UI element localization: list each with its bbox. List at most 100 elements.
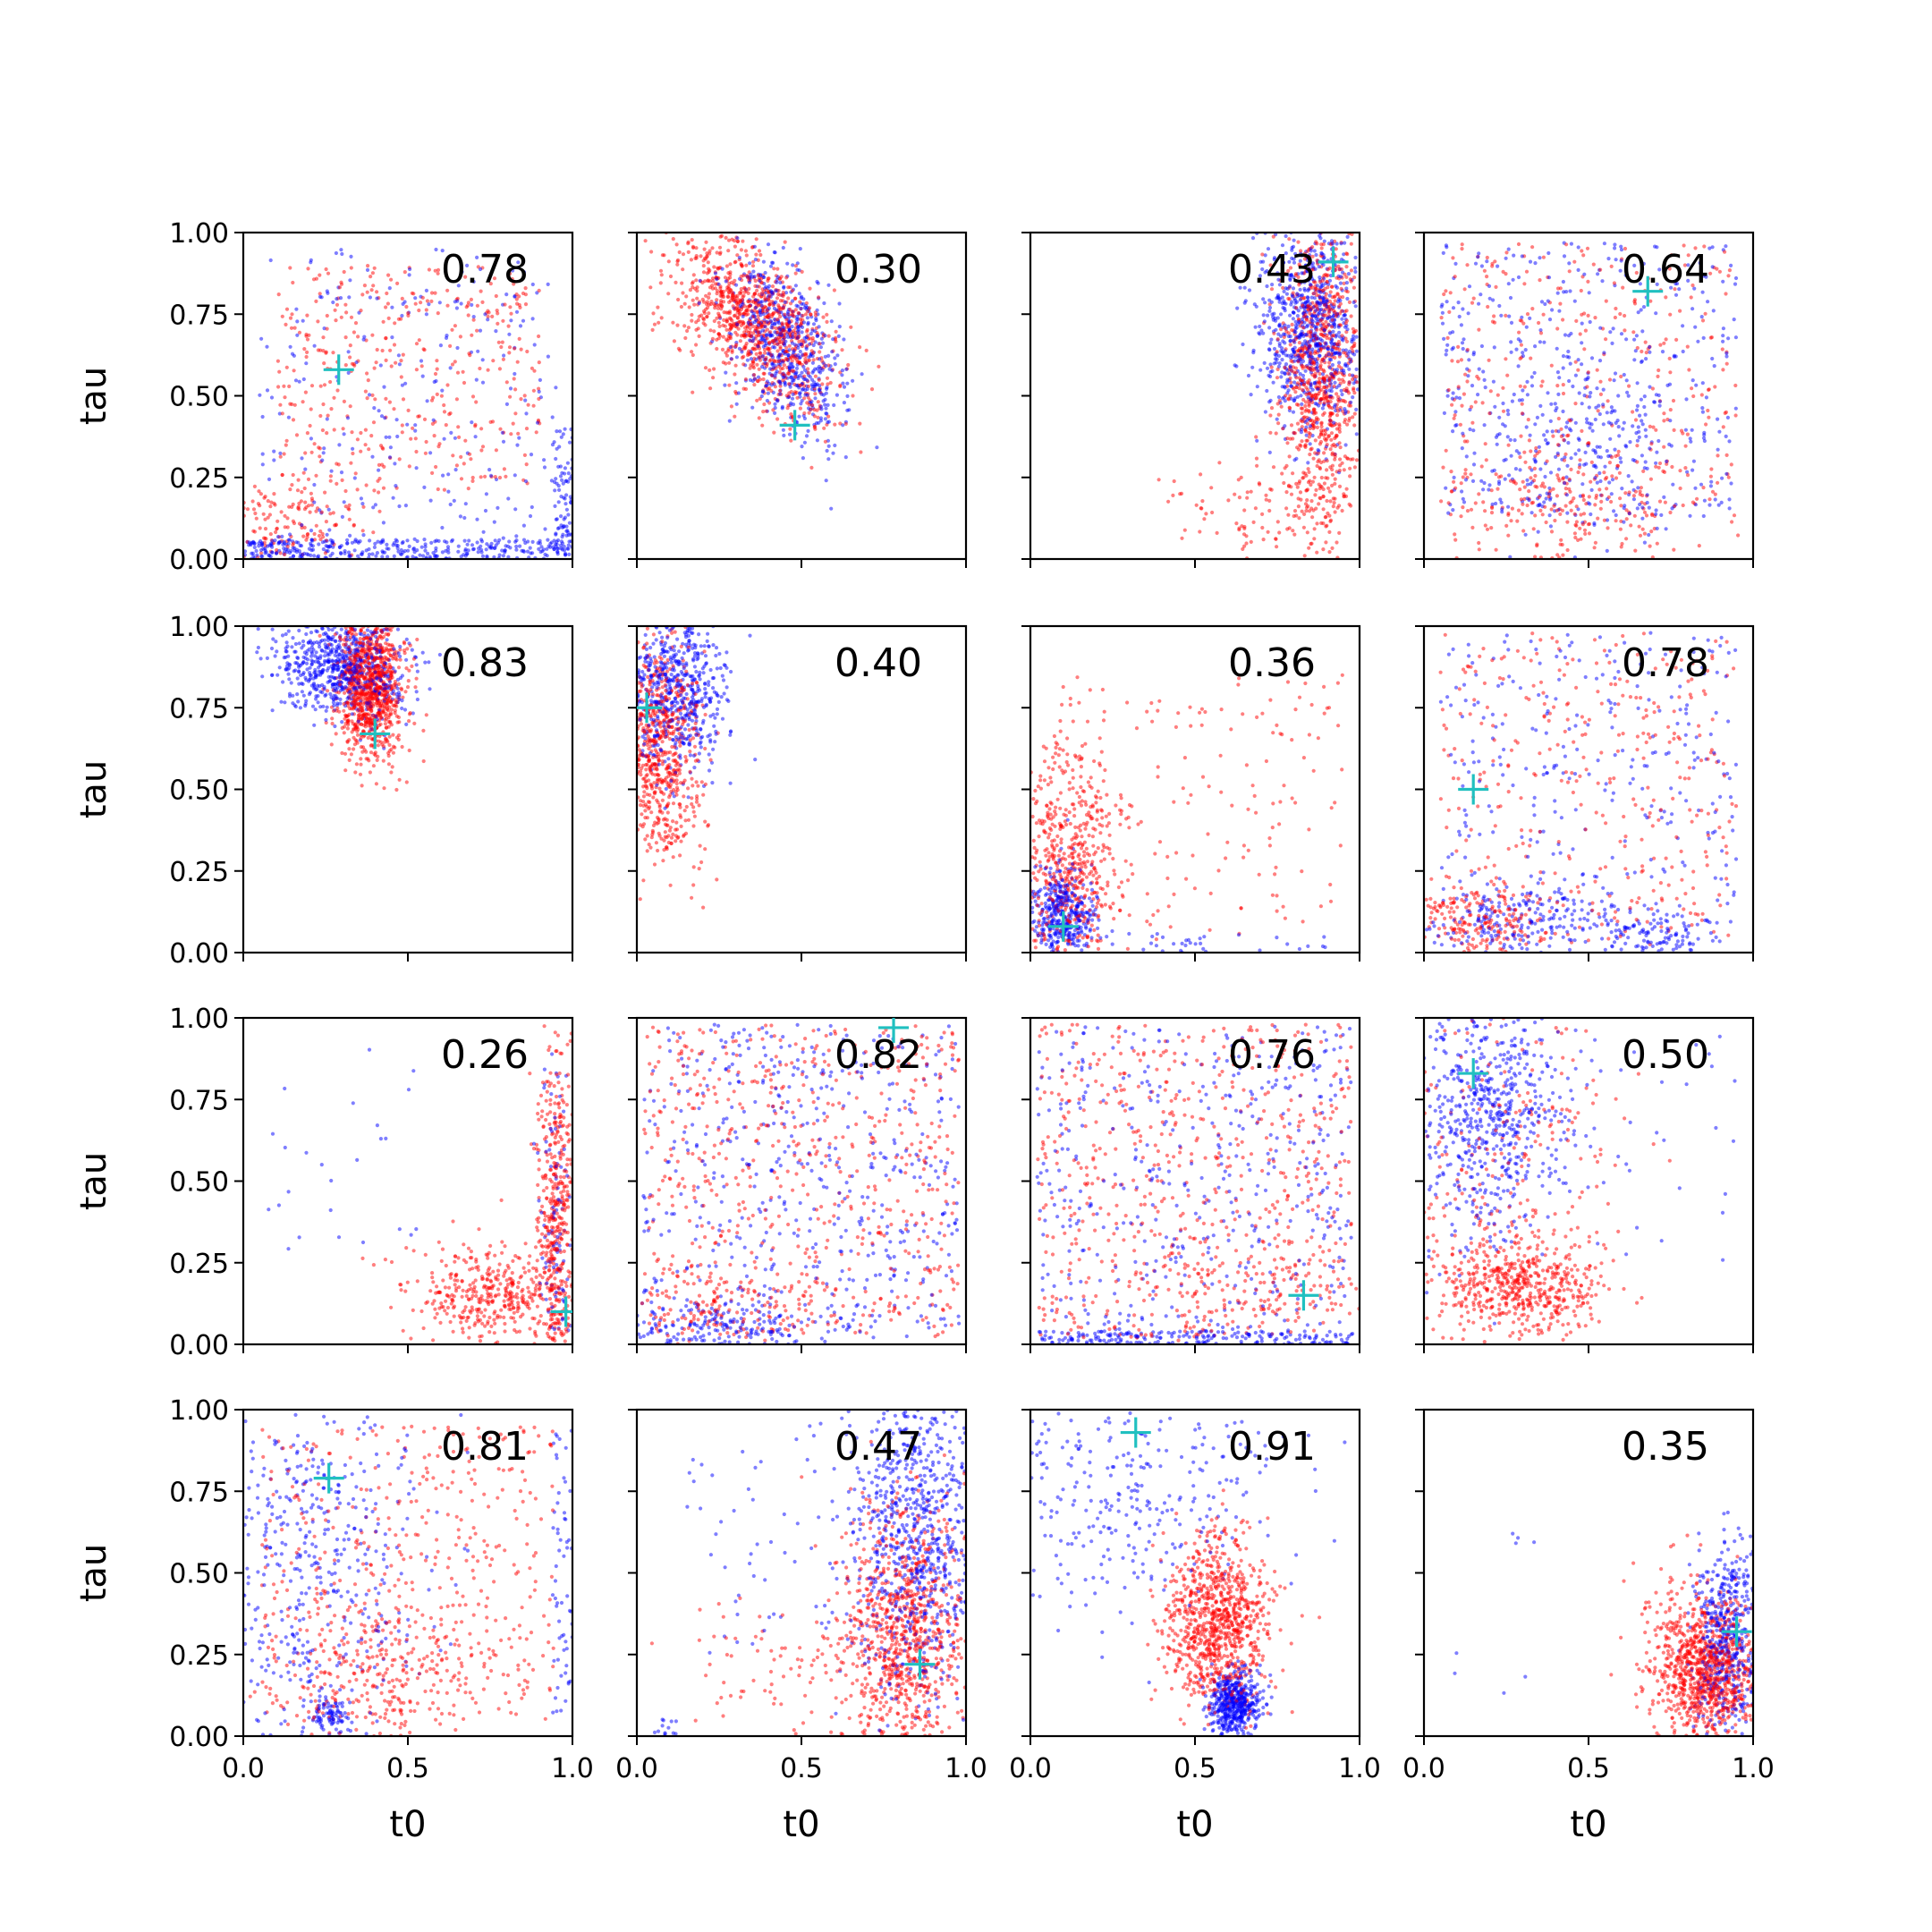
red-point	[531, 388, 537, 393]
red-point	[434, 464, 438, 470]
red-point	[783, 312, 787, 317]
red-point	[1635, 345, 1640, 351]
red-point	[742, 304, 747, 309]
blue-point	[1254, 304, 1258, 309]
blue-point	[301, 377, 306, 382]
blue-point	[1253, 325, 1258, 329]
red-point	[291, 519, 295, 523]
blue-point	[1641, 261, 1646, 266]
red-point	[473, 422, 478, 427]
blue-point	[736, 391, 741, 395]
red-point	[263, 517, 267, 521]
blue-point	[748, 261, 752, 266]
blue-point	[299, 544, 304, 548]
blue-point	[403, 381, 408, 386]
red-point	[711, 279, 716, 284]
blue-point	[1555, 451, 1560, 455]
red-point	[793, 271, 798, 275]
red-point	[1349, 314, 1353, 318]
blue-point	[1566, 349, 1571, 354]
red-point	[1721, 425, 1725, 429]
red-point	[400, 430, 404, 435]
blue-point	[563, 466, 568, 470]
red-point	[1330, 546, 1335, 551]
blue-point	[1306, 395, 1310, 400]
red-point	[1494, 472, 1498, 477]
blue-point	[328, 554, 333, 558]
blue-point	[513, 371, 517, 377]
red-point	[532, 369, 537, 373]
red-point	[704, 293, 708, 298]
blue-point	[735, 322, 740, 326]
blue-point	[1638, 413, 1642, 418]
blue-point	[811, 343, 816, 348]
red-point	[691, 244, 696, 249]
blue-point	[309, 538, 314, 542]
blue-point	[814, 317, 818, 321]
blue-point	[294, 540, 299, 545]
blue-point	[766, 352, 770, 356]
red-point	[245, 507, 250, 512]
blue-point	[824, 479, 828, 483]
red-point	[1308, 335, 1312, 339]
blue-point	[338, 296, 343, 301]
blue-point	[508, 386, 513, 391]
blue-point	[1568, 361, 1572, 366]
blue-point	[568, 495, 572, 499]
red-point	[724, 235, 728, 240]
red-point	[307, 504, 311, 508]
red-point	[1347, 357, 1352, 361]
red-point	[694, 343, 699, 347]
red-point	[806, 370, 811, 375]
red-point	[749, 322, 753, 326]
red-point	[1708, 474, 1713, 479]
red-point	[741, 311, 747, 316]
blue-point	[1258, 368, 1263, 372]
red-point	[1479, 464, 1484, 469]
blue-point	[817, 369, 821, 374]
red-point	[1331, 345, 1335, 350]
blue-point	[295, 333, 300, 337]
red-point	[1510, 506, 1514, 511]
blue-point	[813, 396, 818, 401]
blue-point	[277, 411, 282, 416]
red-point	[1294, 481, 1299, 487]
red-point	[1210, 510, 1215, 515]
red-point	[445, 303, 450, 308]
red-point	[1671, 398, 1676, 403]
red-point	[301, 400, 305, 404]
blue-point	[302, 551, 307, 556]
red-point	[1302, 554, 1307, 558]
red-point	[1623, 313, 1627, 318]
red-point	[348, 404, 352, 409]
red-point	[1333, 457, 1337, 462]
blue-point	[326, 544, 330, 549]
red-point	[1200, 499, 1205, 504]
red-point	[753, 301, 758, 306]
red-point	[1255, 463, 1259, 468]
red-point	[1284, 506, 1289, 511]
red-point	[422, 417, 428, 421]
red-point	[818, 342, 822, 346]
red-point	[729, 404, 734, 409]
red-point	[516, 431, 521, 436]
blue-point	[415, 538, 419, 544]
red-point	[701, 264, 706, 268]
red-point	[1237, 496, 1241, 500]
red-point	[1342, 468, 1346, 472]
red-point	[417, 308, 421, 313]
red-point	[302, 486, 307, 491]
red-point	[1533, 453, 1538, 458]
red-point	[784, 275, 789, 280]
blue-point	[463, 554, 468, 558]
red-point	[506, 324, 511, 328]
red-point	[1606, 526, 1610, 530]
blue-point	[1302, 320, 1307, 325]
blue-point	[309, 529, 314, 533]
red-point	[804, 312, 809, 317]
red-point	[318, 446, 322, 451]
red-point	[475, 303, 480, 308]
blue-point	[552, 440, 556, 445]
red-point	[1522, 496, 1527, 502]
red-point	[779, 367, 784, 371]
